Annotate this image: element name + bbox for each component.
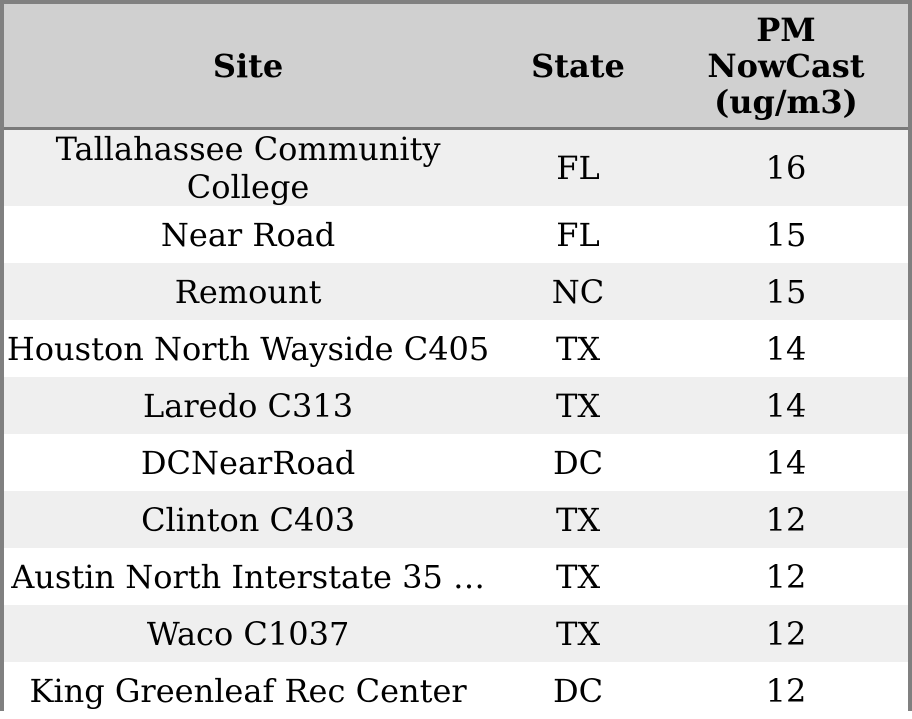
site-cell: Houston North Wayside C405 — [4, 320, 493, 377]
site-cell: DCNearRoad — [4, 434, 493, 491]
table-row: King Greenleaf Rec Center DC 12 — [4, 662, 908, 719]
pm-nowcast-cell: 12 — [663, 548, 908, 605]
pm-nowcast-cell: 12 — [663, 491, 908, 548]
table-body: Tallahassee Community College FL 16 Near Ro… — [4, 130, 908, 719]
table-row: DCNearRoad DC 14 — [4, 434, 908, 491]
pm-nowcast-cell: 14 — [663, 377, 908, 434]
table-row: Austin North Interstate 35 … TX 12 — [4, 548, 908, 605]
table-row: Remount NC 15 — [4, 263, 908, 320]
pm-nowcast-cell: 12 — [663, 662, 908, 719]
site-cell: Tallahassee Community College — [4, 130, 493, 206]
pm-nowcast-table: Site State PM NowCast (ug/m3) Tallahasse… — [4, 4, 908, 719]
site-cell: Laredo C313 — [4, 377, 493, 434]
state-cell: NC — [492, 263, 664, 320]
table-row: Houston North Wayside C405 TX 14 — [4, 320, 908, 377]
state-cell: DC — [492, 662, 664, 719]
table-row: Waco C1037 TX 12 — [4, 605, 908, 662]
pm-nowcast-cell: 16 — [663, 130, 908, 206]
state-cell: TX — [492, 605, 664, 662]
pm-nowcast-cell: 14 — [663, 434, 908, 491]
table-row: Laredo C313 TX 14 — [4, 377, 908, 434]
state-cell: FL — [492, 130, 664, 206]
table-row: Tallahassee Community College FL 16 — [4, 130, 908, 206]
header-row: Site State PM NowCast (ug/m3) — [4, 4, 908, 130]
site-cell: Remount — [4, 263, 493, 320]
column-header-state: State — [492, 4, 664, 130]
table-row: Clinton C403 TX 12 — [4, 491, 908, 548]
pm-nowcast-cell: 15 — [663, 206, 908, 263]
column-header-site: Site — [4, 4, 493, 130]
state-cell: DC — [492, 434, 664, 491]
site-cell: King Greenleaf Rec Center — [4, 662, 493, 719]
state-cell: TX — [492, 320, 664, 377]
site-cell: Waco C1037 — [4, 605, 493, 662]
site-cell: Clinton C403 — [4, 491, 493, 548]
pm-nowcast-cell: 14 — [663, 320, 908, 377]
table-row: Near Road FL 15 — [4, 206, 908, 263]
state-cell: TX — [492, 377, 664, 434]
state-cell: FL — [492, 206, 664, 263]
state-cell: TX — [492, 491, 664, 548]
site-cell: Austin North Interstate 35 … — [4, 548, 493, 605]
pm-nowcast-cell: 15 — [663, 263, 908, 320]
column-header-pm-nowcast: PM NowCast (ug/m3) — [663, 4, 908, 130]
state-cell: TX — [492, 548, 664, 605]
site-cell: Near Road — [4, 206, 493, 263]
pm-nowcast-cell: 12 — [663, 605, 908, 662]
